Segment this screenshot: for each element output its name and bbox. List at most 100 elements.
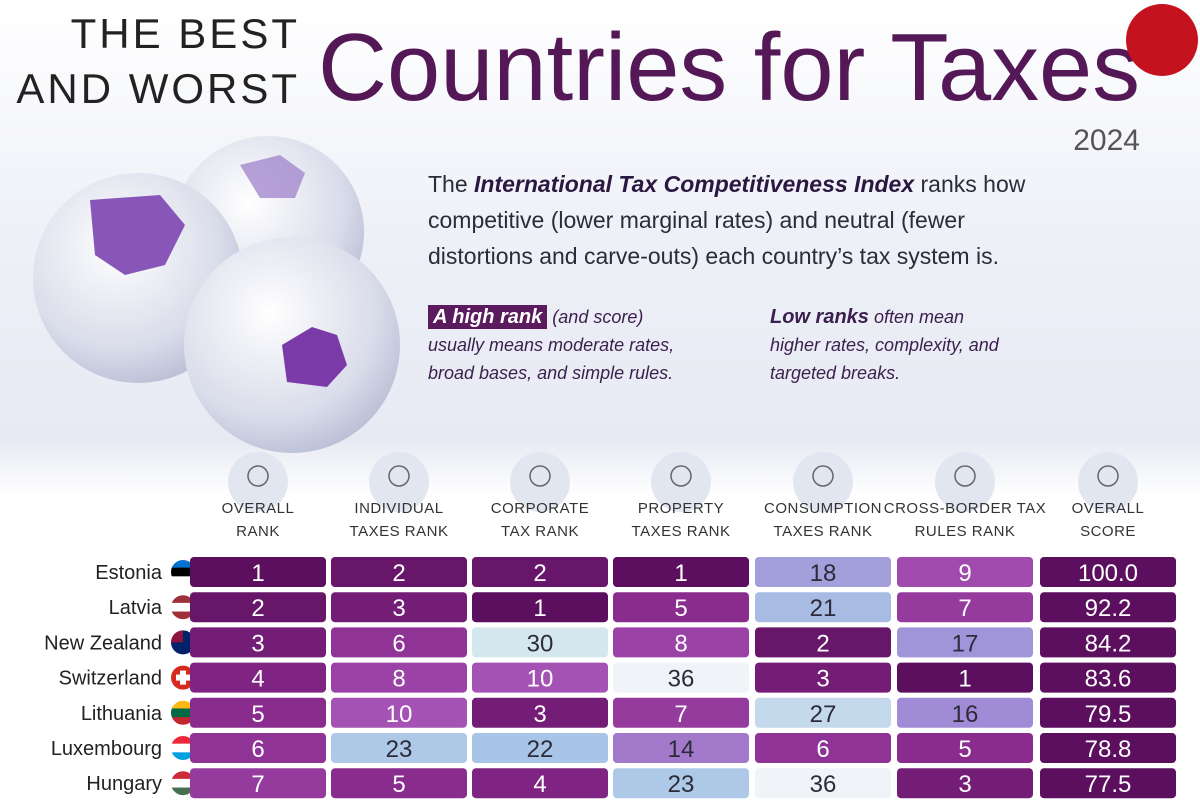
column-icon (228, 452, 288, 512)
cell (1040, 697, 1176, 728)
cell-value: 3 (392, 595, 405, 622)
country-name: Lithuania (81, 703, 163, 725)
land (240, 155, 305, 198)
cell (190, 662, 326, 693)
intro-text: ranks how competitive (lower marginal ra… (428, 171, 1026, 269)
flag-stripe (170, 752, 196, 761)
column-label: OVERALL (1072, 500, 1145, 517)
intro-emphasis: International Tax Competitiveness Index (474, 171, 915, 197)
cell (613, 557, 749, 587)
flag-stripe (170, 743, 196, 753)
flag-stripe (170, 611, 196, 621)
column-icon (935, 452, 995, 512)
cell (472, 733, 608, 763)
cell (897, 768, 1033, 799)
column-label: TAXES RANK (632, 523, 731, 540)
flag-cross (176, 674, 190, 681)
country-name: Latvia (109, 597, 163, 619)
cell-value: 1 (958, 666, 971, 693)
country-name: Switzerland (59, 668, 162, 690)
cell (755, 697, 891, 728)
cell-value: 8 (674, 630, 687, 657)
cell (190, 557, 326, 587)
cell (755, 662, 891, 693)
cell (331, 733, 467, 763)
cell-value: 5 (674, 595, 687, 622)
cell-value: 22 (527, 736, 554, 763)
column-icon (1078, 452, 1138, 512)
cell (331, 557, 467, 587)
cell-value: 10 (527, 666, 554, 693)
column-icon (510, 452, 570, 512)
flag (170, 735, 196, 761)
column-label: PROPERTY (638, 500, 724, 517)
column-label: TAXES RANK (350, 523, 449, 540)
cell (331, 592, 467, 623)
cell-value: 78.8 (1085, 736, 1132, 763)
cell (613, 592, 749, 623)
cell (190, 592, 326, 623)
cell (190, 768, 326, 799)
column-label: TAXES RANK (774, 523, 873, 540)
cell (613, 627, 749, 658)
cell-value: 4 (251, 666, 264, 693)
main-title: Countries for Taxes (318, 14, 1140, 121)
cell (1040, 627, 1176, 658)
cell (190, 733, 326, 763)
note-aside: (and score) (552, 307, 644, 327)
cell (755, 557, 891, 587)
cell-value: 7 (251, 771, 264, 798)
land (282, 327, 347, 387)
country-name: Hungary (86, 773, 162, 795)
cell-value: 23 (386, 736, 413, 763)
flag (170, 770, 196, 797)
cell-value: 18 (810, 560, 837, 587)
flag-stripe (170, 664, 196, 674)
cell-value: 2 (251, 595, 264, 622)
cell-value: 92.2 (1085, 595, 1132, 622)
cell-value: 2 (533, 560, 546, 587)
cell-value: 1 (674, 560, 687, 587)
flag (170, 699, 196, 726)
column-label: CONSUMPTION (764, 500, 882, 517)
cell-value: 2 (392, 560, 405, 587)
flag-stripe (170, 717, 196, 726)
flag-stripe (170, 594, 196, 604)
flag-stripe (170, 787, 196, 797)
cell-value: 3 (533, 701, 546, 728)
flag-stripe (170, 708, 196, 718)
cell-value: 8 (392, 666, 405, 693)
column-label: SCORE (1080, 523, 1136, 540)
flag (170, 594, 196, 621)
cell (897, 557, 1033, 587)
flag-stripe (170, 770, 196, 780)
cell (472, 592, 608, 623)
note: Low ranks often mean higher rates, comple… (770, 303, 1040, 387)
cell-value: 23 (668, 771, 695, 798)
table: OVERALL RANK INDIVIDUAL TAXES RANK CORPORATE… (44, 452, 1176, 799)
cell (1040, 557, 1176, 587)
land (90, 195, 185, 275)
cell-value: 9 (958, 560, 971, 587)
intro-text: The (428, 171, 468, 197)
cell-value: 100.0 (1078, 560, 1138, 587)
cell (755, 768, 891, 799)
cell (897, 733, 1033, 763)
cell (613, 733, 749, 763)
flag-stripe (170, 778, 196, 789)
cell (1040, 768, 1176, 799)
column-icon-glyph (388, 465, 410, 487)
cell (331, 627, 467, 658)
note-text: higher rates, complexity, and targeted b… (770, 335, 999, 383)
flag-stripe (170, 699, 196, 709)
year: 2024 (1073, 124, 1140, 157)
cell (331, 768, 467, 799)
cell-value: 7 (674, 701, 687, 728)
country-name: Estonia (95, 562, 163, 584)
column-label: TAX RANK (501, 523, 579, 540)
cell-value: 5 (251, 701, 264, 728)
cell (897, 592, 1033, 623)
cell (897, 627, 1033, 658)
logo (1126, 4, 1198, 76)
